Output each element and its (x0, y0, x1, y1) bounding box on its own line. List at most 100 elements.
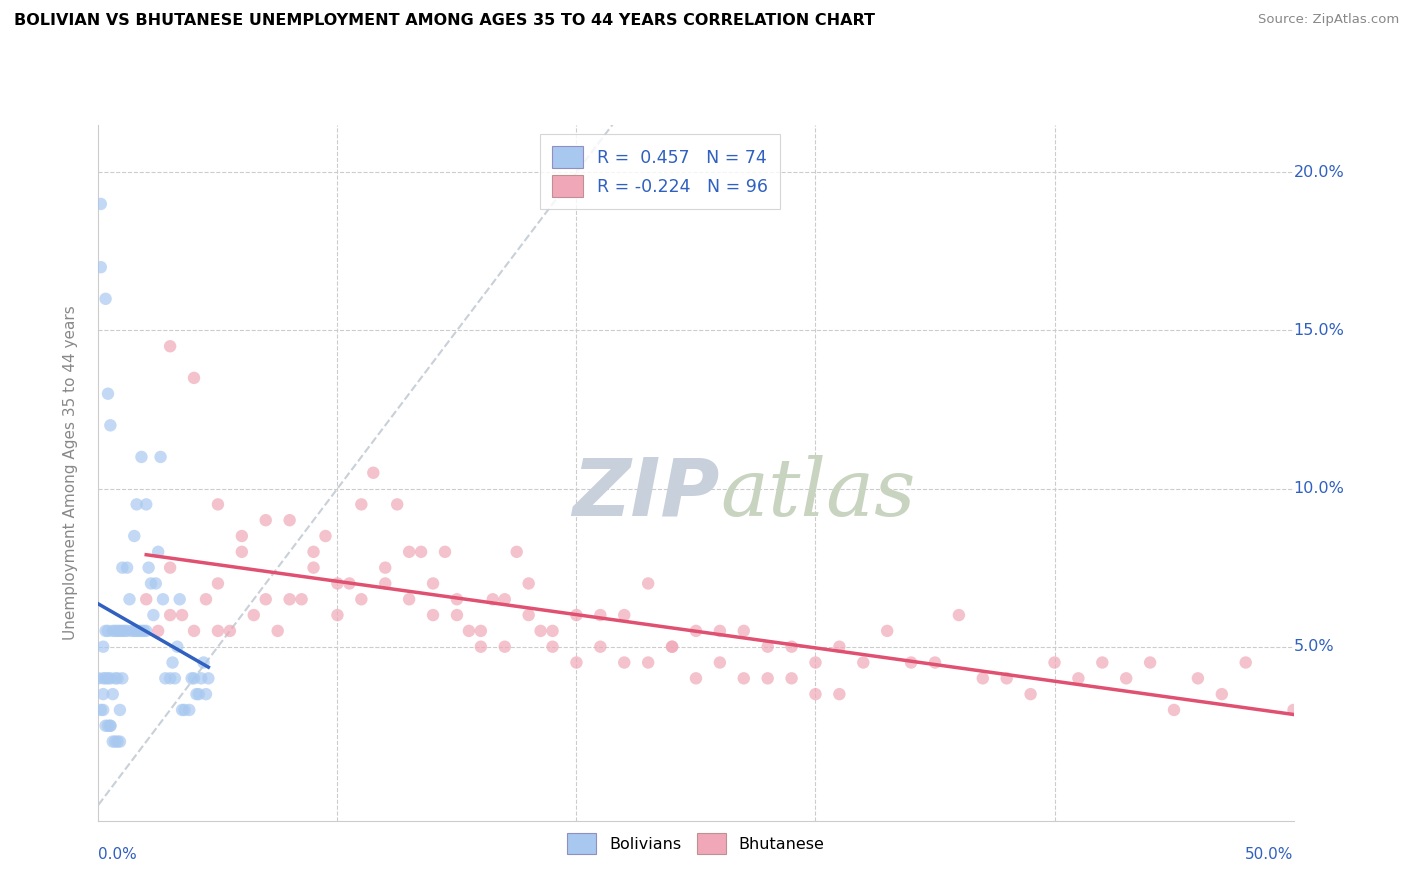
Point (97, 624, 120, 638)
Point (97, 671, 120, 685)
Point (494, 640, 516, 654)
Point (290, 592, 312, 607)
Point (350, 497, 373, 511)
Point (101, 624, 124, 638)
Point (101, 734, 124, 748)
Y-axis label: Unemployment Among Ages 35 to 44 years: Unemployment Among Ages 35 to 44 years (63, 305, 77, 640)
Point (219, 624, 242, 638)
Point (1234, 656, 1257, 670)
Point (124, 529, 146, 543)
Point (529, 624, 551, 638)
Point (385, 497, 409, 511)
Point (995, 671, 1018, 685)
Point (326, 608, 349, 623)
Point (374, 560, 396, 574)
Point (207, 497, 229, 511)
Point (780, 640, 803, 654)
Point (207, 624, 229, 638)
Text: 5.0%: 5.0% (1294, 640, 1334, 654)
Text: 50.0%: 50.0% (1246, 847, 1294, 862)
Point (97, 386, 120, 401)
Point (756, 640, 779, 654)
Point (900, 656, 922, 670)
Point (326, 576, 349, 591)
Point (446, 608, 468, 623)
Point (149, 450, 172, 464)
Point (411, 545, 433, 559)
Point (94, 671, 117, 685)
Point (159, 608, 181, 623)
Point (231, 545, 253, 559)
Point (948, 608, 970, 623)
Text: atlas: atlas (720, 455, 915, 533)
Text: 0.0%: 0.0% (98, 847, 138, 862)
Point (517, 608, 540, 623)
Point (111, 671, 134, 685)
Point (98, 719, 122, 733)
Point (98, 418, 122, 433)
Point (924, 656, 946, 670)
Point (565, 656, 588, 670)
Point (422, 608, 444, 623)
Point (1187, 671, 1209, 685)
Point (125, 624, 148, 638)
Point (458, 624, 481, 638)
Point (163, 671, 186, 685)
Point (685, 624, 707, 638)
Point (565, 608, 588, 623)
Point (135, 497, 157, 511)
Point (121, 624, 143, 638)
Point (90, 197, 112, 211)
Point (159, 339, 181, 353)
Point (91, 703, 114, 717)
Point (613, 608, 636, 623)
Point (179, 703, 201, 717)
Point (107, 671, 129, 685)
Point (91, 640, 114, 654)
Point (661, 640, 683, 654)
Point (166, 640, 188, 654)
Point (278, 592, 301, 607)
Text: ZIP: ZIP (572, 455, 720, 533)
Text: 10.0%: 10.0% (1294, 481, 1344, 496)
Point (155, 671, 177, 685)
Point (139, 576, 162, 591)
Point (541, 624, 564, 638)
Point (589, 640, 612, 654)
Point (254, 592, 277, 607)
Point (173, 703, 195, 717)
Point (494, 592, 516, 607)
Point (87, 671, 110, 685)
Point (172, 608, 194, 623)
Point (194, 592, 217, 607)
Point (142, 608, 165, 623)
Point (159, 560, 181, 574)
Point (108, 734, 131, 748)
Point (152, 592, 174, 607)
Point (541, 640, 564, 654)
Point (637, 656, 659, 670)
Point (363, 466, 385, 480)
Point (111, 624, 134, 638)
Point (254, 513, 277, 527)
Point (115, 624, 138, 638)
Point (780, 671, 803, 685)
Point (733, 624, 755, 638)
Point (91, 671, 114, 685)
Point (1282, 703, 1305, 717)
Point (124, 624, 146, 638)
Point (852, 656, 875, 670)
Point (756, 671, 779, 685)
Point (374, 576, 396, 591)
Point (398, 592, 420, 607)
Point (187, 687, 209, 701)
Point (422, 576, 444, 591)
Point (315, 529, 337, 543)
Point (1091, 656, 1114, 670)
Point (169, 592, 191, 607)
Text: 15.0%: 15.0% (1294, 323, 1344, 338)
Point (243, 608, 266, 623)
Point (128, 624, 150, 638)
Point (145, 576, 167, 591)
Point (506, 545, 529, 559)
